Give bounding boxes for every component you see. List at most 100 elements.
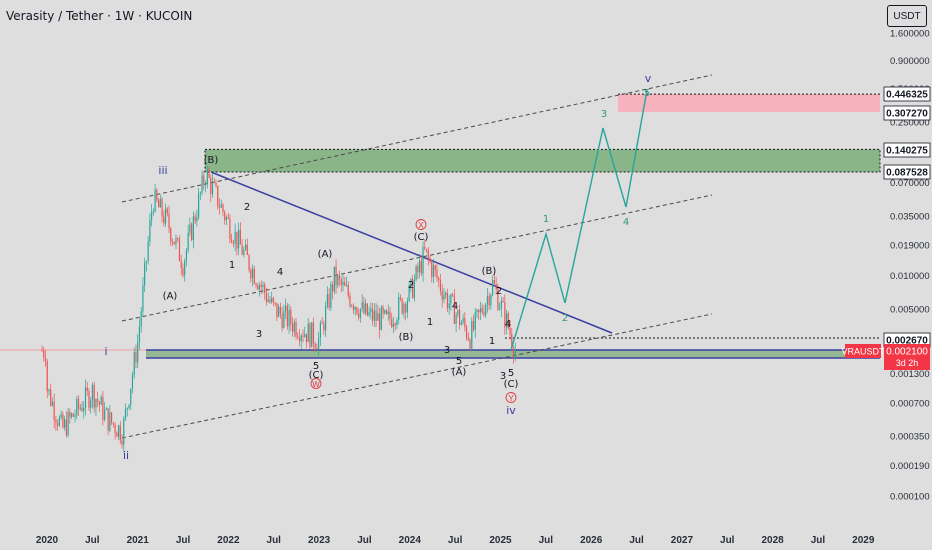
candle xyxy=(74,415,76,417)
candle xyxy=(60,414,62,418)
wave-label: 4 xyxy=(277,267,283,278)
candle xyxy=(335,266,337,286)
candle xyxy=(90,400,92,408)
candle xyxy=(50,389,52,406)
candle xyxy=(325,306,327,331)
price-tag xyxy=(883,164,931,180)
candle xyxy=(144,263,146,286)
candle xyxy=(194,216,196,222)
price-tag xyxy=(883,105,931,121)
candle xyxy=(342,282,344,285)
candle xyxy=(222,204,224,213)
wave-label: 5 xyxy=(313,361,319,372)
candle xyxy=(453,295,455,324)
candle xyxy=(345,285,348,287)
candle xyxy=(112,422,114,425)
y-tick-label: 0.000100 xyxy=(890,492,930,503)
wave-label: 1 xyxy=(427,317,433,328)
x-tick-label: Jul xyxy=(176,535,191,546)
candle xyxy=(469,339,471,349)
wave-label: Y xyxy=(508,394,514,403)
x-tick-label: Jul xyxy=(720,535,735,546)
candle xyxy=(102,396,104,420)
candle xyxy=(140,311,142,327)
candle xyxy=(260,284,262,287)
candle xyxy=(220,204,222,208)
candle xyxy=(272,297,275,303)
wave-label: iv xyxy=(506,404,516,417)
candle xyxy=(257,285,259,290)
x-tick-label: 2029 xyxy=(852,535,875,546)
candle xyxy=(111,412,113,423)
candle xyxy=(351,305,353,307)
candle xyxy=(286,305,288,327)
candle xyxy=(314,343,316,348)
candle xyxy=(293,321,295,332)
candle xyxy=(326,293,328,307)
candle xyxy=(387,311,389,314)
candle xyxy=(170,228,172,242)
candle xyxy=(347,285,349,296)
candle xyxy=(323,323,325,331)
candle xyxy=(344,282,346,286)
projection-wave-label: 2 xyxy=(562,313,568,324)
candle xyxy=(514,349,516,357)
wave-label: (B) xyxy=(482,266,497,277)
candle xyxy=(255,283,257,286)
candle xyxy=(133,352,135,375)
candle xyxy=(450,294,452,304)
candle xyxy=(298,337,301,341)
x-tick-label: 2025 xyxy=(489,535,512,546)
candle xyxy=(512,347,515,357)
candle xyxy=(321,323,323,325)
y-tick-label: 0.005000 xyxy=(890,304,930,315)
candle xyxy=(500,300,502,309)
x-tick-label: Jul xyxy=(85,535,100,546)
candle xyxy=(262,284,264,287)
candle xyxy=(218,206,221,208)
candle xyxy=(471,320,473,349)
candle xyxy=(142,285,144,312)
x-tick-label: Jul xyxy=(357,535,372,546)
candle xyxy=(375,310,377,321)
candle xyxy=(478,309,480,313)
candle xyxy=(485,304,487,316)
wave-label: X xyxy=(418,221,424,230)
wave-circle xyxy=(415,219,427,230)
wave-label: (A) xyxy=(163,291,178,302)
candle xyxy=(403,304,405,314)
candle xyxy=(251,268,254,279)
candle xyxy=(311,322,313,348)
candle xyxy=(283,311,285,328)
projection-wave-label: 1 xyxy=(543,214,549,225)
candle xyxy=(271,297,273,302)
candle xyxy=(429,258,431,262)
candle xyxy=(152,211,154,213)
candle xyxy=(333,266,335,292)
x-tick-label: 2022 xyxy=(217,535,240,546)
candle xyxy=(509,327,511,335)
candle xyxy=(425,248,428,250)
candle xyxy=(105,408,107,410)
wave-label: 3 xyxy=(256,329,262,340)
symbol-tag-label: VRAUSDT xyxy=(841,347,885,357)
candle xyxy=(157,200,160,208)
candle xyxy=(137,342,139,363)
y-tick-label: 0.000350 xyxy=(890,432,930,443)
wave-label: 5 xyxy=(456,356,462,367)
wave-label: (C) xyxy=(414,232,429,243)
candles xyxy=(41,165,516,453)
candle xyxy=(217,185,219,207)
candle xyxy=(316,347,318,350)
candle xyxy=(248,254,250,270)
candle xyxy=(57,422,59,426)
candle xyxy=(382,307,384,314)
candle xyxy=(446,292,449,309)
currency-button[interactable]: USDT xyxy=(887,5,927,27)
symbol-tag xyxy=(845,344,881,358)
candle xyxy=(81,407,83,412)
projection-wave-label: 4 xyxy=(623,217,629,228)
x-tick-label: 2023 xyxy=(308,535,331,546)
candle xyxy=(499,308,501,310)
